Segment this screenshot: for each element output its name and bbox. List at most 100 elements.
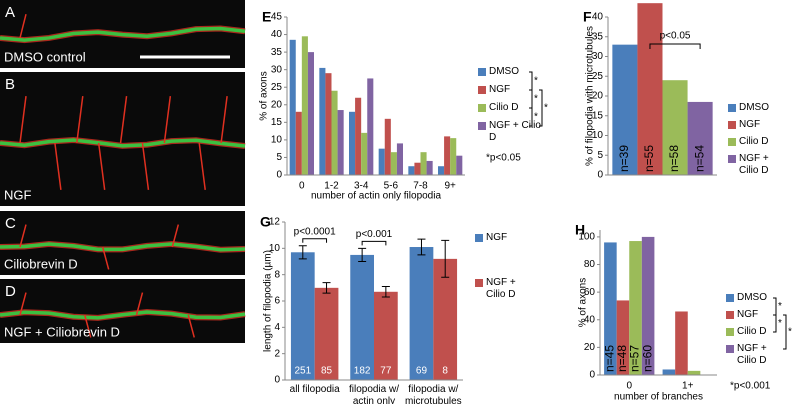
y-tick-label: 4 — [274, 322, 280, 333]
y-tick-label: 80 — [584, 259, 596, 270]
legend-swatch — [726, 294, 734, 302]
y-tick-label: 10 — [269, 243, 281, 254]
y-tick-label: 60 — [584, 287, 596, 298]
n-label: 85 — [321, 366, 333, 377]
y-tick-label: 2 — [274, 348, 280, 359]
bar — [331, 90, 338, 175]
y-tick-label: 40 — [584, 314, 596, 325]
legend-swatch — [726, 311, 734, 319]
bar — [414, 162, 421, 175]
significance-star: * — [778, 318, 782, 329]
n-label: n=45 — [603, 345, 617, 372]
legend-label: DMSO — [489, 66, 519, 77]
legend-swatch — [478, 122, 486, 130]
x-axis-label: number of actin only filopodia — [311, 191, 442, 202]
panel-caption: NGF — [4, 187, 32, 202]
filopodium — [97, 142, 106, 190]
panel-letter: F — [583, 9, 592, 25]
legend-label: Cilio D — [489, 102, 519, 113]
y-axis-label: % of filopodia with microtubules — [585, 26, 596, 166]
note: *p<0.05 — [486, 153, 521, 164]
bar — [662, 369, 676, 375]
filopodium — [19, 224, 27, 248]
legend-swatch — [475, 234, 483, 242]
legend-label: NGF + Cilio D — [489, 120, 541, 143]
legend-swatch — [728, 155, 736, 163]
bar — [637, 3, 663, 175]
bar — [675, 311, 688, 375]
legend-swatch — [726, 328, 734, 336]
n-label: n=58 — [667, 145, 681, 172]
bar — [408, 166, 415, 175]
legend-swatch — [478, 68, 486, 76]
significance-bracket — [539, 89, 543, 127]
n-label: n=60 — [640, 345, 654, 372]
bar — [289, 39, 296, 176]
filopodium — [19, 292, 27, 316]
panel-letter: D — [5, 283, 16, 300]
bar — [337, 110, 344, 175]
legend-swatch — [478, 104, 486, 112]
bar — [349, 111, 356, 175]
y-tick-label: 30 — [271, 64, 283, 75]
error-bar — [381, 286, 390, 298]
significance-star: * — [544, 103, 548, 114]
y-axis-label: length of filopodia (µm) — [263, 250, 274, 352]
legend-swatch — [475, 279, 483, 287]
filopodium — [84, 314, 92, 338]
x-tick-label: 9+ — [444, 181, 456, 192]
panel-letter: E — [262, 9, 271, 25]
y-tick-label: 15 — [271, 117, 283, 128]
y-tick-label: 0 — [276, 170, 282, 181]
y-tick-label: 6 — [274, 296, 280, 307]
x-tick-label: 5-6 — [384, 181, 399, 192]
axis — [284, 222, 463, 381]
x-tick-label: 0 — [299, 181, 305, 192]
legend-label: NGF + Cilio D — [737, 343, 767, 366]
legend-label: NGF + Cilio D — [486, 277, 516, 300]
significance-star: * — [788, 327, 792, 338]
bar — [396, 143, 403, 175]
panel-letter: B — [5, 76, 15, 93]
significance-star: * — [534, 112, 538, 123]
comparison-bracket — [302, 238, 328, 243]
bar — [301, 36, 308, 175]
bar — [314, 287, 339, 380]
panel-letter: G — [260, 214, 271, 230]
filopodium — [171, 224, 180, 248]
bar — [687, 370, 701, 375]
bar — [295, 111, 302, 175]
panel-caption: Ciliobrevin D — [4, 256, 78, 271]
y-tick-label: 25 — [271, 82, 283, 93]
filopodium — [19, 14, 27, 39]
panel-caption: DMSO control — [4, 49, 86, 64]
bar — [307, 52, 314, 175]
bar — [687, 101, 713, 175]
y-tick-label: 8 — [274, 269, 280, 280]
axis — [607, 17, 717, 176]
n-label: 8 — [442, 366, 448, 377]
x-axis-label: number of branches — [614, 392, 703, 403]
x-tick-label: 1-2 — [324, 181, 339, 192]
filopodium — [101, 246, 110, 270]
legend-label: NGF + Cilio D — [739, 153, 769, 176]
axon-microtubule — [0, 310, 246, 320]
filopodium — [54, 142, 62, 190]
comparison-bracket — [361, 240, 387, 246]
error-bar — [417, 238, 426, 256]
x-tick-label: all filopodia — [289, 384, 340, 395]
y-axis-label: % of axons — [578, 278, 589, 327]
y-tick-label: 12 — [269, 217, 281, 228]
x-tick-label: 1+ — [682, 381, 694, 392]
error-bar — [358, 247, 367, 262]
legend-label: NGF — [737, 309, 759, 320]
bar — [319, 67, 326, 175]
filopodium — [198, 142, 206, 190]
significance-star: * — [778, 301, 782, 312]
bar — [355, 97, 362, 175]
y-tick-label: 35 — [592, 31, 604, 42]
bar — [374, 291, 398, 380]
y-tick-label: 30 — [592, 51, 604, 62]
n-label: 182 — [354, 366, 371, 377]
